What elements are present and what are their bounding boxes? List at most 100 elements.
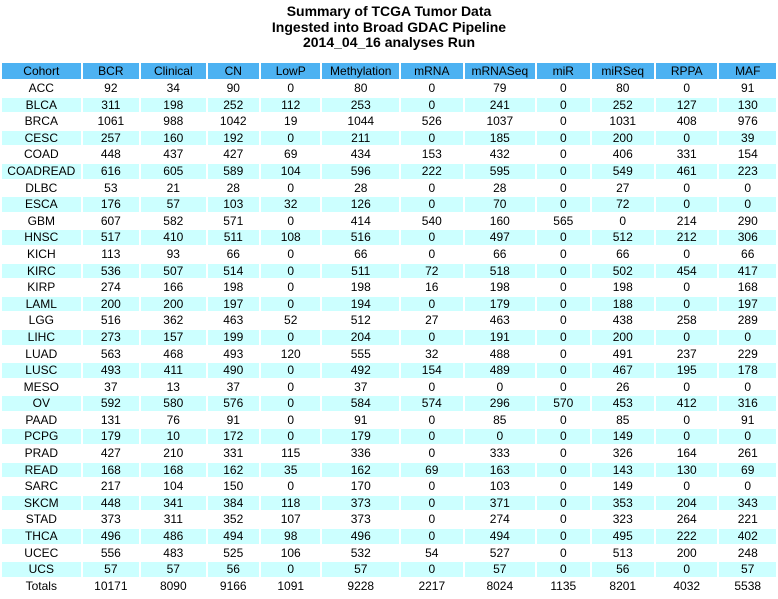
data-cell: 66 xyxy=(322,246,400,262)
table-row: LAML 200 200 197 0 194 0 179 0 188 0 197 xyxy=(2,296,776,312)
column-header-mir: miR xyxy=(537,62,590,79)
data-cell: 0 xyxy=(655,329,718,345)
table-row: PRAD 427 210 331 115 336 0 333 0 326 164 261 xyxy=(2,446,776,461)
data-cell: 0 xyxy=(719,379,776,395)
data-cell: 8024 xyxy=(464,578,536,594)
data-cell: 69 xyxy=(401,462,463,478)
data-cell: 90 xyxy=(207,81,259,96)
data-cell: 582 xyxy=(141,213,206,229)
data-cell: 113 xyxy=(82,246,140,262)
data-cell: 494 xyxy=(207,529,259,544)
table-row: ACC 92 34 90 0 80 0 79 0 80 0 91 xyxy=(2,81,776,96)
cohort-cell: ACC xyxy=(2,81,81,96)
data-cell: 98 xyxy=(260,529,321,544)
data-cell: 410 xyxy=(141,230,206,245)
data-cell: 157 xyxy=(141,329,206,345)
data-cell: 555 xyxy=(322,346,400,362)
data-cell: 0 xyxy=(260,213,321,229)
data-cell: 69 xyxy=(719,462,776,478)
data-cell: 154 xyxy=(401,363,463,378)
data-cell: 0 xyxy=(537,529,590,544)
data-cell: 0 xyxy=(537,147,590,162)
data-cell: 502 xyxy=(591,263,654,279)
data-cell: 0 xyxy=(401,97,463,113)
data-cell: 199 xyxy=(207,329,259,345)
data-cell: 0 xyxy=(401,512,463,528)
data-cell: 0 xyxy=(401,329,463,345)
data-cell: 162 xyxy=(207,462,259,478)
data-cell: 0 xyxy=(401,495,463,511)
cohort-cell: PCPG xyxy=(2,429,81,445)
data-cell: 0 xyxy=(260,379,321,395)
data-cell: 248 xyxy=(719,545,776,561)
cohort-cell: SKCM xyxy=(2,495,81,511)
data-cell: 0 xyxy=(719,180,776,196)
data-cell: 493 xyxy=(207,346,259,362)
data-cell: 8090 xyxy=(141,578,206,594)
data-cell: 26 xyxy=(591,379,654,395)
data-cell: 37 xyxy=(82,379,140,395)
data-cell: 274 xyxy=(82,280,140,295)
data-cell: 80 xyxy=(322,81,400,96)
data-cell: 57 xyxy=(322,562,400,577)
data-cell: 198 xyxy=(464,280,536,295)
data-cell: 210 xyxy=(141,446,206,461)
data-cell: 373 xyxy=(322,512,400,528)
cohort-cell: DLBC xyxy=(2,180,81,196)
table-row: LGG 516 362 463 52 512 27 463 0 438 258 289 xyxy=(2,313,776,328)
data-cell: 516 xyxy=(82,313,140,328)
data-cell: 570 xyxy=(537,396,590,411)
data-cell: 57 xyxy=(719,562,776,577)
data-cell: 1042 xyxy=(207,114,259,129)
data-cell: 454 xyxy=(655,263,718,279)
data-cell: 0 xyxy=(537,446,590,461)
column-header-mirseq: miRSeq xyxy=(591,62,654,79)
data-cell: 212 xyxy=(655,230,718,245)
data-cell: 0 xyxy=(260,429,321,445)
title-line-1: Summary of TCGA Tumor Data xyxy=(286,3,492,19)
data-cell: 166 xyxy=(141,280,206,295)
data-cell: 565 xyxy=(537,213,590,229)
data-cell: 91 xyxy=(719,412,776,428)
data-cell: 85 xyxy=(464,412,536,428)
data-cell: 28 xyxy=(464,180,536,196)
table-row: UCEC 556 483 525 106 532 54 527 0 513 200 248 xyxy=(2,545,776,561)
table-row: GBM 607 582 571 0 414 540 160 565 0 214 290 xyxy=(2,213,776,229)
data-cell: 120 xyxy=(260,346,321,362)
data-cell: 0 xyxy=(655,130,718,146)
data-cell: 80 xyxy=(591,81,654,96)
data-cell: 0 xyxy=(537,412,590,428)
data-cell: 527 xyxy=(464,545,536,561)
data-cell: 198 xyxy=(141,97,206,113)
cohort-cell: OV xyxy=(2,396,81,411)
data-cell: 0 xyxy=(401,412,463,428)
data-cell: 32 xyxy=(401,346,463,362)
data-cell: 176 xyxy=(82,197,140,212)
data-cell: 514 xyxy=(207,263,259,279)
data-cell: 408 xyxy=(655,114,718,129)
title-line-2: Ingested into Broad GDAC Pipeline xyxy=(271,18,507,35)
data-cell: 91 xyxy=(207,412,259,428)
table-row: UCS 57 57 56 0 57 0 57 0 56 0 57 xyxy=(2,562,776,577)
data-cell: 93 xyxy=(141,246,206,262)
data-cell: 104 xyxy=(260,163,321,179)
data-cell: 10171 xyxy=(82,578,140,594)
data-cell: 5538 xyxy=(719,578,776,594)
table-row: COAD 448 437 427 69 434 153 432 0 406 331 154 xyxy=(2,147,776,162)
data-cell: 57 xyxy=(141,197,206,212)
data-cell: 326 xyxy=(591,446,654,461)
data-cell: 0 xyxy=(655,479,718,494)
table-header-row: Cohort BCR Clinical CN LowP Methylation mRNA mR… xyxy=(2,62,776,79)
data-cell: 237 xyxy=(655,346,718,362)
tcga-summary-table: Cohort BCR Clinical CN LowP Methylation mRNA mR… xyxy=(0,61,778,596)
data-cell: 21 xyxy=(141,180,206,196)
data-cell: 492 xyxy=(322,363,400,378)
data-cell: 107 xyxy=(260,512,321,528)
data-cell: 331 xyxy=(655,147,718,162)
data-cell: 273 xyxy=(82,329,140,345)
table-row: OV 592 580 576 0 584 574 296 570 453 412 316 xyxy=(2,396,776,411)
data-cell: 0 xyxy=(401,379,463,395)
column-header-clinical: Clinical xyxy=(141,62,206,79)
table-row: KICH 113 93 66 0 66 0 66 0 66 0 66 xyxy=(2,246,776,262)
data-cell: 56 xyxy=(591,562,654,577)
